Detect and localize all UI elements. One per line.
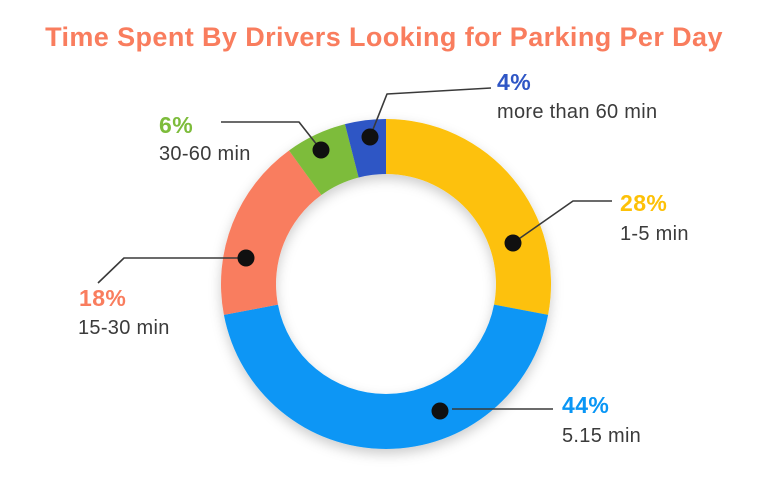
segment-pct-label-15-30-min: 18% [79, 285, 126, 311]
leader-line-15-30-min [97, 257, 246, 284]
segment-pct-label-5-15-min: 44% [562, 392, 609, 418]
segment-name-label-1-5-min: 1-5 min [620, 223, 689, 245]
leader-dot-5-15-min [431, 402, 449, 420]
donut-segment-1-5-min [386, 119, 551, 315]
donut-segment-5-15-min [223, 304, 549, 449]
leader-line-1-5-min [512, 200, 612, 244]
segment-name-label-30-60-min: 30-60 min [159, 143, 251, 165]
donut-segments [221, 119, 551, 449]
segment-name-label-5-15-min: 5.15 min [562, 425, 641, 447]
leader-dot-more-than-60-min [361, 128, 379, 146]
segment-pct-label-30-60-min: 6% [159, 112, 193, 138]
donut-segment-30-60-min [289, 124, 359, 196]
leader-line-more-than-60-min [369, 87, 492, 138]
segment-callouts: 28% 1-5 min 44% 5.15 min 18% 15-30 min 6% 30-60… [78, 69, 689, 447]
segment-pct-label-1-5-min: 28% [620, 190, 667, 216]
donut-segment-15-30-min [221, 150, 322, 315]
leader-dot-1-5-min [504, 234, 522, 252]
chart-title: Time Spent By Drivers Looking for Parkin… [45, 22, 723, 52]
leader-dot-30-60-min [312, 141, 330, 159]
segment-name-label-15-30-min: 15-30 min [78, 317, 170, 339]
leader-line-30-60-min [221, 121, 322, 151]
segment-name-label-more-than-60-min: more than 60 min [497, 101, 657, 123]
segment-pct-label-more-than-60-min: 4% [497, 69, 531, 95]
leader-dot-15-30-min [237, 249, 255, 267]
